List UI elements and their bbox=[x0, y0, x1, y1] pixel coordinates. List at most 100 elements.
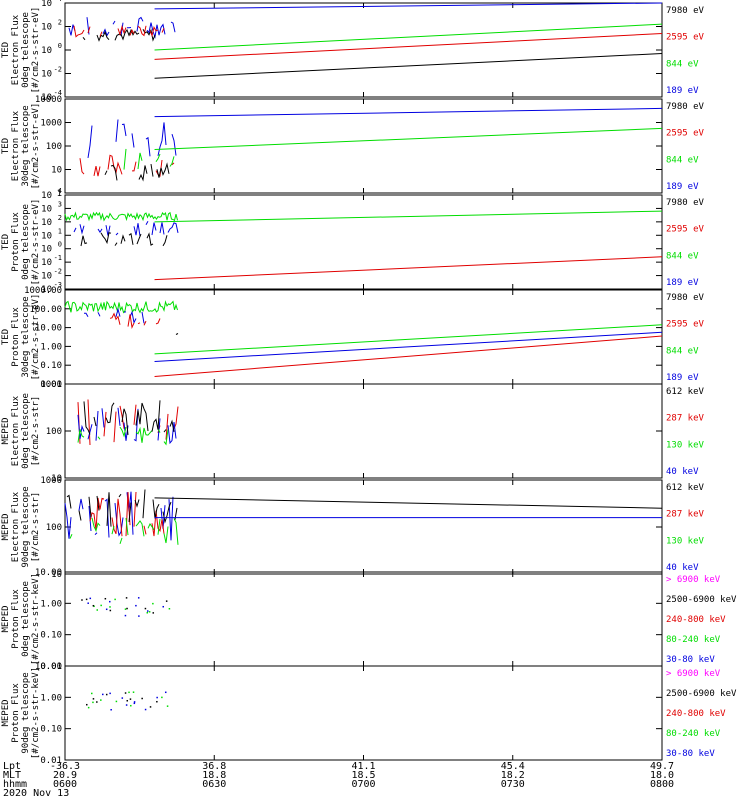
footer-mlt: 20.9 bbox=[53, 770, 77, 781]
legend-entry: 844 eV bbox=[666, 251, 699, 261]
scatter-point bbox=[138, 615, 140, 617]
scatter-point bbox=[92, 701, 94, 704]
scatter-point bbox=[156, 700, 158, 703]
y-tick-label: 100 bbox=[46, 427, 62, 437]
legend-entry: 2595 eV bbox=[666, 320, 705, 330]
noise-trace-blue bbox=[87, 119, 177, 158]
scatter-point bbox=[126, 699, 129, 702]
y-tick-label: 0.01 bbox=[40, 380, 62, 390]
legend-entry: 2595 eV bbox=[666, 33, 705, 43]
series-line-black bbox=[154, 53, 663, 79]
scatter-point bbox=[89, 597, 92, 600]
y-axis-label-line: 0deg telescope bbox=[21, 12, 31, 88]
footer-row-label: hhmm bbox=[3, 779, 27, 790]
noise-trace-black bbox=[84, 400, 178, 435]
scatter-point bbox=[87, 602, 89, 604]
legend-entry: 287 keV bbox=[666, 510, 705, 520]
y-tick-label: 10 bbox=[41, 191, 52, 201]
scatter-point bbox=[166, 705, 169, 707]
y-axis-label-line: Proton Flux bbox=[11, 683, 21, 743]
y-tick-label: 0.10 bbox=[40, 361, 62, 371]
scatter-point bbox=[149, 706, 152, 708]
y-tick-exponent: 0 bbox=[58, 42, 62, 50]
y-tick-label: 10 bbox=[41, 245, 52, 255]
legend-entry: 7980 eV bbox=[666, 102, 705, 112]
scatter-point bbox=[105, 693, 108, 696]
y-tick-label: 10 bbox=[41, 258, 52, 268]
y-tick-label: 10.00 bbox=[35, 324, 62, 334]
y-axis-label-line: Electron Flux bbox=[11, 491, 21, 562]
noise-trace-blue bbox=[73, 221, 179, 237]
series-line-green bbox=[154, 127, 663, 151]
y-axis-label-line: [#/cm2-s-str-eV] bbox=[31, 294, 41, 381]
scatter-point bbox=[165, 600, 168, 602]
y-tick-label: 10 bbox=[51, 570, 62, 580]
legend-entry: 189 eV bbox=[666, 278, 699, 288]
legend-entry: 130 keV bbox=[666, 440, 705, 450]
scatter-point bbox=[115, 700, 118, 703]
scatter-point bbox=[161, 696, 163, 699]
y-axis-label-line: TED bbox=[1, 42, 11, 58]
legend-entry: 2595 eV bbox=[666, 129, 705, 139]
legend-entry: 7980 eV bbox=[666, 198, 705, 208]
y-tick-label: 10 bbox=[41, 46, 52, 56]
noise-trace-red bbox=[77, 399, 179, 446]
scatter-point bbox=[132, 691, 135, 693]
scatter-point bbox=[162, 605, 165, 608]
y-tick-label: 10 bbox=[51, 474, 62, 484]
noise-trace-black bbox=[82, 28, 156, 42]
noise-trace-black bbox=[104, 162, 170, 182]
legend-entry: 844 eV bbox=[666, 155, 699, 165]
y-axis-label-line: TED bbox=[1, 234, 11, 250]
y-tick-label: 100.00 bbox=[29, 305, 62, 315]
panel-frame bbox=[64, 194, 663, 290]
y-tick-exponent: 2 bbox=[58, 214, 62, 222]
y-axis-label-line: [#/cm2-s-str-keV] bbox=[31, 667, 41, 759]
footer-date: 2020 Nov 13 bbox=[3, 788, 69, 799]
noise-trace-red bbox=[90, 492, 178, 536]
y-axis-label: TED Electron Flux 0deg telescope [#/cm2-s-s… bbox=[1, 7, 41, 94]
y-tick-label: 10.00 bbox=[35, 662, 62, 672]
y-tick-label: 0.01 bbox=[40, 756, 62, 766]
y-axis-label: MEPED Electron Flux 0deg telescope [#/cm2-s… bbox=[1, 393, 41, 469]
y-axis-label-line: 30deg telescope bbox=[21, 296, 31, 377]
scatter-point bbox=[124, 692, 127, 694]
scatter-point bbox=[102, 693, 104, 696]
y-tick-exponent: -3 bbox=[54, 281, 62, 289]
scatter-point bbox=[100, 699, 102, 701]
legend-entry: 2500-6900 keV bbox=[666, 595, 737, 605]
y-tick-exponent: 3 bbox=[58, 200, 62, 208]
legend-entry: 189 eV bbox=[666, 86, 699, 96]
legend-entry: > 6900 keV bbox=[666, 669, 721, 679]
y-axis-label-line: [#/cm2-s-str] bbox=[31, 396, 41, 466]
series-line-blue bbox=[154, 107, 663, 118]
series-line-green bbox=[154, 324, 663, 355]
legend-entry: 612 keV bbox=[666, 483, 705, 493]
scatter-point bbox=[86, 703, 88, 706]
y-tick-label: 1 bbox=[57, 189, 62, 199]
y-tick-exponent: -4 bbox=[54, 89, 62, 97]
y-tick-exponent: 2 bbox=[58, 19, 62, 27]
legend-entry: 844 eV bbox=[666, 346, 699, 356]
scatter-point bbox=[91, 692, 93, 695]
y-tick-label: 10 bbox=[41, 0, 52, 9]
y-axis-label-line: [#/cm2-s-str-keV] bbox=[31, 573, 41, 665]
y-axis-label-line: 30deg telescope bbox=[21, 105, 31, 186]
scatter-point bbox=[92, 604, 95, 607]
legend-entry: 189 eV bbox=[666, 182, 699, 192]
legend-entry: 80-240 keV bbox=[666, 635, 721, 645]
scatter-point bbox=[85, 598, 88, 601]
y-axis-label: MEPED Proton Flux 90deg telescope [#/cm2-s-… bbox=[1, 667, 41, 759]
scatter-point bbox=[130, 704, 132, 707]
noise-trace-red bbox=[110, 314, 166, 328]
y-tick-label: 10000 bbox=[35, 95, 62, 105]
y-axis-label-line: Electron Flux bbox=[11, 14, 21, 85]
series-line-blue bbox=[154, 331, 663, 362]
y-axis-label-line: 0deg telescope bbox=[21, 581, 31, 657]
y-tick-label: 10 bbox=[41, 204, 52, 214]
scatter-point bbox=[114, 598, 116, 601]
